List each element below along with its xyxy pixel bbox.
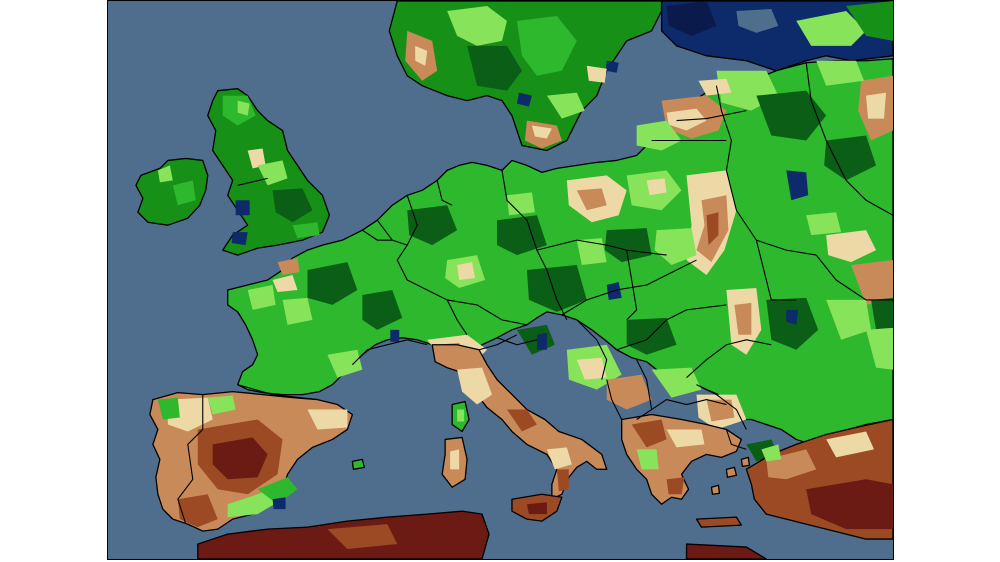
continental-europe [227,58,893,446]
greece [621,413,779,505]
great-britain [207,88,331,256]
crete [695,516,743,528]
map-frame [107,0,894,560]
balearic-islands [351,458,365,470]
aegean-islands [710,456,751,495]
scandinavia [388,1,893,152]
ireland [135,157,209,226]
italy [431,344,608,522]
turkey [745,418,893,540]
iberia [149,390,354,532]
europe-anomaly-map [108,1,893,559]
country-borders [177,62,893,525]
north-africa [197,510,767,559]
